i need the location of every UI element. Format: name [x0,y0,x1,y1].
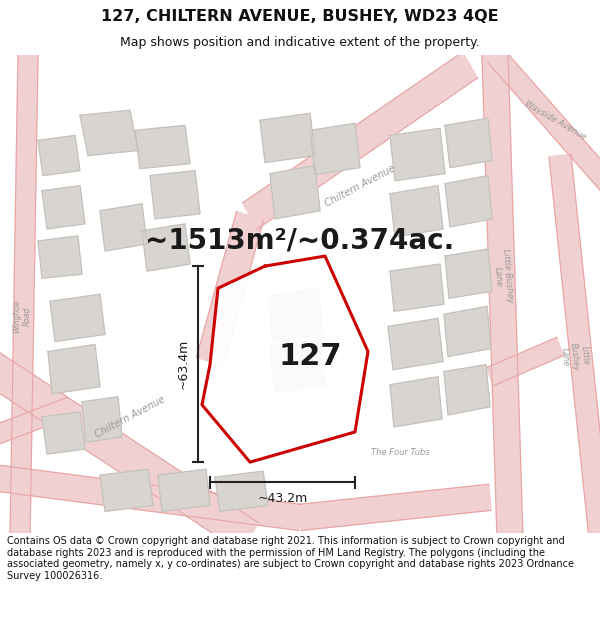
Polygon shape [38,136,80,176]
Polygon shape [0,352,258,552]
Polygon shape [260,113,315,162]
Polygon shape [82,397,122,442]
Text: Map shows position and indicative extent of the property.: Map shows position and indicative extent… [120,36,480,49]
Text: ~63.4m: ~63.4m [176,339,190,389]
Text: The Four Tubs: The Four Tubs [371,448,430,457]
Polygon shape [215,471,268,511]
Polygon shape [549,154,600,539]
Polygon shape [142,224,190,271]
Polygon shape [388,318,443,369]
Polygon shape [100,204,147,251]
Text: 127, CHILTERN AVENUE, BUSHEY, WD23 4QE: 127, CHILTERN AVENUE, BUSHEY, WD23 4QE [101,9,499,24]
Text: Wayside Avenue: Wayside Avenue [523,99,587,141]
Polygon shape [390,377,442,427]
Text: 127: 127 [278,342,342,371]
Polygon shape [100,469,153,511]
Polygon shape [444,306,491,357]
Polygon shape [150,171,200,219]
Polygon shape [48,344,100,394]
Polygon shape [80,110,138,156]
Polygon shape [0,398,73,446]
Polygon shape [270,339,325,392]
Polygon shape [390,186,443,237]
Polygon shape [0,464,301,531]
Text: Little Bushey
Lane: Little Bushey Lane [491,248,515,304]
Text: Chiltern Avenue: Chiltern Avenue [323,163,397,209]
Polygon shape [299,484,491,531]
Polygon shape [487,338,563,386]
Polygon shape [270,166,320,219]
Polygon shape [445,118,492,168]
Polygon shape [390,264,444,311]
Polygon shape [10,55,38,538]
Polygon shape [445,249,492,298]
Text: Little
Bushey
Lane: Little Bushey Lane [559,341,591,372]
Polygon shape [42,186,85,229]
Text: Chiltern Avenue: Chiltern Avenue [93,394,167,439]
Polygon shape [390,128,445,181]
Polygon shape [135,126,190,169]
Text: ~43.2m: ~43.2m [257,492,308,505]
Polygon shape [50,294,105,341]
Text: Winghoe
Road: Winghoe Road [12,299,32,333]
Polygon shape [197,211,263,366]
Polygon shape [38,236,82,278]
Polygon shape [42,412,85,454]
Polygon shape [444,364,490,415]
Polygon shape [488,48,600,193]
Polygon shape [158,469,210,511]
Polygon shape [482,54,523,538]
Text: ~1513m²/~0.374ac.: ~1513m²/~0.374ac. [145,227,454,255]
Polygon shape [310,123,360,174]
Text: Contains OS data © Crown copyright and database right 2021. This information is : Contains OS data © Crown copyright and d… [7,536,574,581]
Polygon shape [242,52,478,229]
Polygon shape [268,288,323,342]
Polygon shape [445,176,492,227]
Polygon shape [202,256,368,462]
